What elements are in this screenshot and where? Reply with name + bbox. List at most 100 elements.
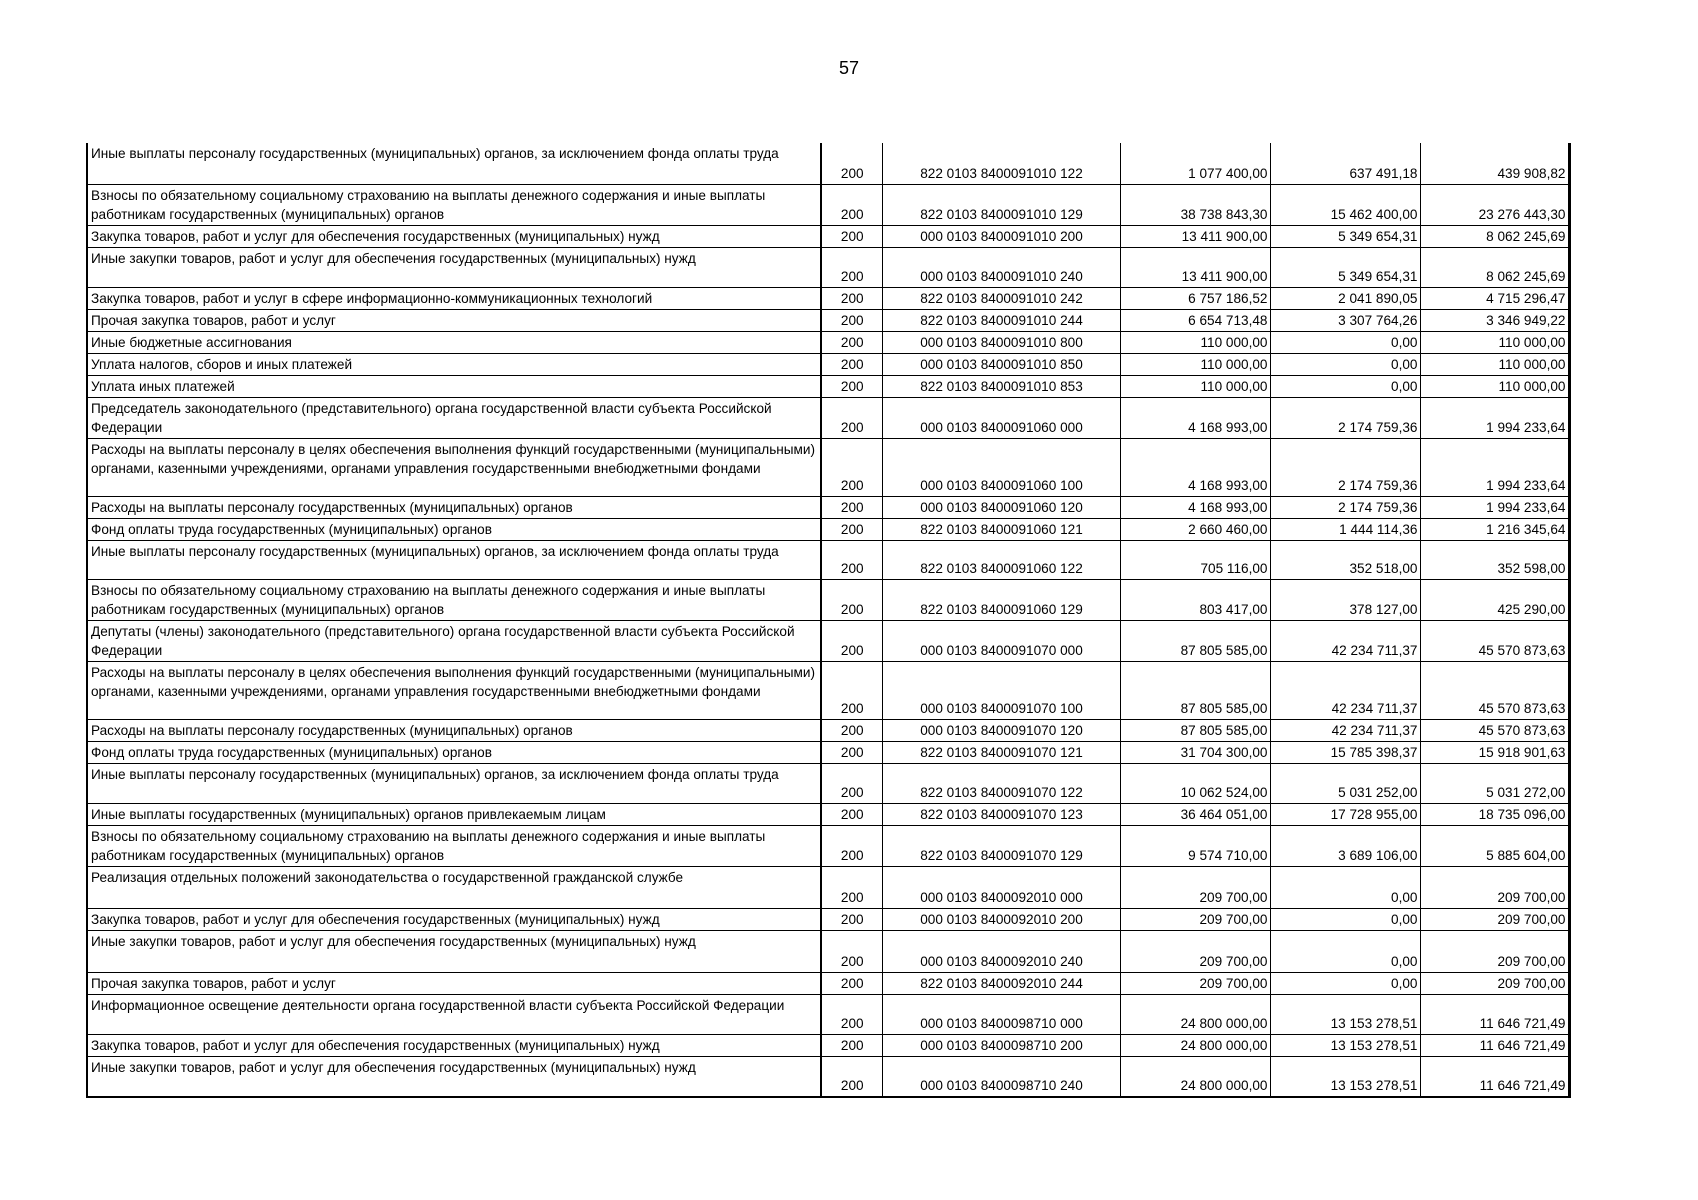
row-name-cell: Уплата налогов, сборов и иных платежей (86, 352, 822, 376)
row-approved-amount-cell: 9 574 710,00 (1119, 824, 1271, 867)
row-name-cell: Иные выплаты персоналу государственных (… (86, 539, 822, 580)
row-executed-amount-cell: 13 153 278,51 (1269, 1033, 1421, 1057)
row-classification-code-cell: 000 0103 8400091010 800 (881, 330, 1121, 354)
table-row: Расходы на выплаты персоналу в целях обе… (86, 437, 1571, 497)
row-classification-code-cell: 000 0103 8400091010 850 (881, 352, 1121, 376)
row-executed-amount-cell: 0,00 (1269, 330, 1421, 354)
row-approved-amount-cell: 38 738 843,30 (1119, 183, 1271, 226)
row-unexecuted-amount-cell: 209 700,00 (1419, 907, 1571, 931)
row-approved-amount-cell: 87 805 585,00 (1119, 619, 1271, 662)
row-unexecuted-amount-cell: 11 646 721,49 (1419, 1055, 1571, 1098)
row-executed-amount-cell: 15 462 400,00 (1269, 183, 1421, 226)
row-executed-amount-cell: 1 444 114,36 (1269, 517, 1421, 541)
row-classification-code-cell: 000 0103 8400092010 240 (881, 929, 1121, 973)
row-name-cell: Иные закупки товаров, работ и услуг для … (86, 246, 822, 288)
table-row: Взносы по обязательному социальному стра… (86, 578, 1571, 621)
row-line-code-cell: 200 (820, 660, 883, 720)
table-row: Расходы на выплаты персоналу государстве… (86, 495, 1571, 519)
row-line-code-cell: 200 (820, 1055, 883, 1098)
row-classification-code-cell: 822 0103 8400091060 129 (881, 578, 1121, 621)
row-line-code-cell: 200 (820, 539, 883, 580)
row-name-cell: Закупка товаров, работ и услуг для обесп… (86, 224, 822, 248)
row-line-code-cell: 200 (820, 578, 883, 621)
table-row: Прочая закупка товаров, работ и услуг 200… (86, 308, 1571, 332)
table-row: Информационное освещение деятельности ор… (86, 993, 1571, 1035)
row-name-cell: Председатель законодательного (представи… (86, 396, 822, 439)
row-executed-amount-cell: 0,00 (1269, 971, 1421, 995)
row-name-cell: Иные выплаты персоналу государственных (… (86, 762, 822, 804)
row-unexecuted-amount-cell: 45 570 873,63 (1419, 718, 1571, 742)
row-approved-amount-cell: 6 654 713,48 (1119, 308, 1271, 332)
row-approved-amount-cell: 1 077 400,00 (1119, 143, 1271, 185)
row-unexecuted-amount-cell: 1 994 233,64 (1419, 396, 1571, 439)
row-approved-amount-cell: 4 168 993,00 (1119, 396, 1271, 439)
row-line-code-cell: 200 (820, 224, 883, 248)
table-row: Прочая закупка товаров, работ и услуг 200… (86, 971, 1571, 995)
row-name-cell: Закупка товаров, работ и услуг для обесп… (86, 907, 822, 931)
row-line-code-cell: 200 (820, 183, 883, 226)
row-name-cell: Взносы по обязательному социальному стра… (86, 183, 822, 226)
row-line-code-cell: 200 (820, 865, 883, 909)
row-line-code-cell: 200 (820, 907, 883, 931)
row-classification-code-cell: 822 0103 8400091070 123 (881, 802, 1121, 826)
row-line-code-cell: 200 (820, 929, 883, 973)
row-approved-amount-cell: 2 660 460,00 (1119, 517, 1271, 541)
row-name-cell: Расходы на выплаты персоналу государстве… (86, 495, 822, 519)
row-classification-code-cell: 822 0103 8400091070 129 (881, 824, 1121, 867)
row-classification-code-cell: 000 0103 8400091060 000 (881, 396, 1121, 439)
row-unexecuted-amount-cell: 439 908,82 (1419, 143, 1571, 185)
row-unexecuted-amount-cell: 4 715 296,47 (1419, 286, 1571, 310)
row-unexecuted-amount-cell: 209 700,00 (1419, 865, 1571, 909)
table-row: Фонд оплаты труда государственных (муниц… (86, 740, 1571, 764)
row-approved-amount-cell: 209 700,00 (1119, 929, 1271, 973)
row-line-code-cell: 200 (820, 308, 883, 332)
page-number: 57 (838, 58, 860, 78)
row-approved-amount-cell: 13 411 900,00 (1119, 246, 1271, 288)
row-executed-amount-cell: 378 127,00 (1269, 578, 1421, 621)
row-classification-code-cell: 000 0103 8400091070 120 (881, 718, 1121, 742)
row-line-code-cell: 200 (820, 246, 883, 288)
row-line-code-cell: 200 (820, 495, 883, 519)
row-line-code-cell: 200 (820, 352, 883, 376)
row-unexecuted-amount-cell: 15 918 901,63 (1419, 740, 1571, 764)
row-classification-code-cell: 000 0103 8400091010 240 (881, 246, 1121, 288)
row-name-cell: Депутаты (члены) законодательного (предс… (86, 619, 822, 662)
row-executed-amount-cell: 3 689 106,00 (1269, 824, 1421, 867)
table-row: Фонд оплаты труда государственных (муниц… (86, 517, 1571, 541)
row-executed-amount-cell: 42 234 711,37 (1269, 660, 1421, 720)
row-name-cell: Закупка товаров, работ и услуг для обесп… (86, 1033, 822, 1057)
row-name-cell: Расходы на выплаты персоналу в целях обе… (86, 437, 822, 497)
row-unexecuted-amount-cell: 110 000,00 (1419, 330, 1571, 354)
table-row: Реализация отдельных положений законодат… (86, 865, 1571, 909)
row-name-cell: Расходы на выплаты персоналу государстве… (86, 718, 822, 742)
row-line-code-cell: 200 (820, 619, 883, 662)
row-approved-amount-cell: 87 805 585,00 (1119, 660, 1271, 720)
row-approved-amount-cell: 13 411 900,00 (1119, 224, 1271, 248)
row-approved-amount-cell: 36 464 051,00 (1119, 802, 1271, 826)
row-classification-code-cell: 822 0103 8400091010 242 (881, 286, 1121, 310)
row-classification-code-cell: 822 0103 8400091010 129 (881, 183, 1121, 226)
row-approved-amount-cell: 10 062 524,00 (1119, 762, 1271, 804)
row-unexecuted-amount-cell: 209 700,00 (1419, 971, 1571, 995)
row-line-code-cell: 200 (820, 143, 883, 185)
table-row: Закупка товаров, работ и услуг для обесп… (86, 1033, 1571, 1057)
row-approved-amount-cell: 4 168 993,00 (1119, 437, 1271, 497)
table-row: Иные закупки товаров, работ и услуг для … (86, 929, 1571, 973)
table-row: Закупка товаров, работ и услуг для обесп… (86, 907, 1571, 931)
row-unexecuted-amount-cell: 1 994 233,64 (1419, 437, 1571, 497)
row-classification-code-cell: 822 0103 8400092010 244 (881, 971, 1121, 995)
table-row: Иные выплаты государственных (муниципаль… (86, 802, 1571, 826)
row-classification-code-cell: 000 0103 8400098710 200 (881, 1033, 1121, 1057)
row-approved-amount-cell: 110 000,00 (1119, 330, 1271, 354)
row-approved-amount-cell: 87 805 585,00 (1119, 718, 1271, 742)
row-name-cell: Уплата иных платежей (86, 374, 822, 398)
row-classification-code-cell: 000 0103 8400098710 240 (881, 1055, 1121, 1098)
row-unexecuted-amount-cell: 352 598,00 (1419, 539, 1571, 580)
row-approved-amount-cell: 209 700,00 (1119, 865, 1271, 909)
table-row: Председатель законодательного (представи… (86, 396, 1571, 439)
row-classification-code-cell: 822 0103 8400091010 122 (881, 143, 1121, 185)
row-name-cell: Прочая закупка товаров, работ и услуг (86, 971, 822, 995)
row-unexecuted-amount-cell: 1 994 233,64 (1419, 495, 1571, 519)
row-line-code-cell: 200 (820, 396, 883, 439)
row-executed-amount-cell: 3 307 764,26 (1269, 308, 1421, 332)
